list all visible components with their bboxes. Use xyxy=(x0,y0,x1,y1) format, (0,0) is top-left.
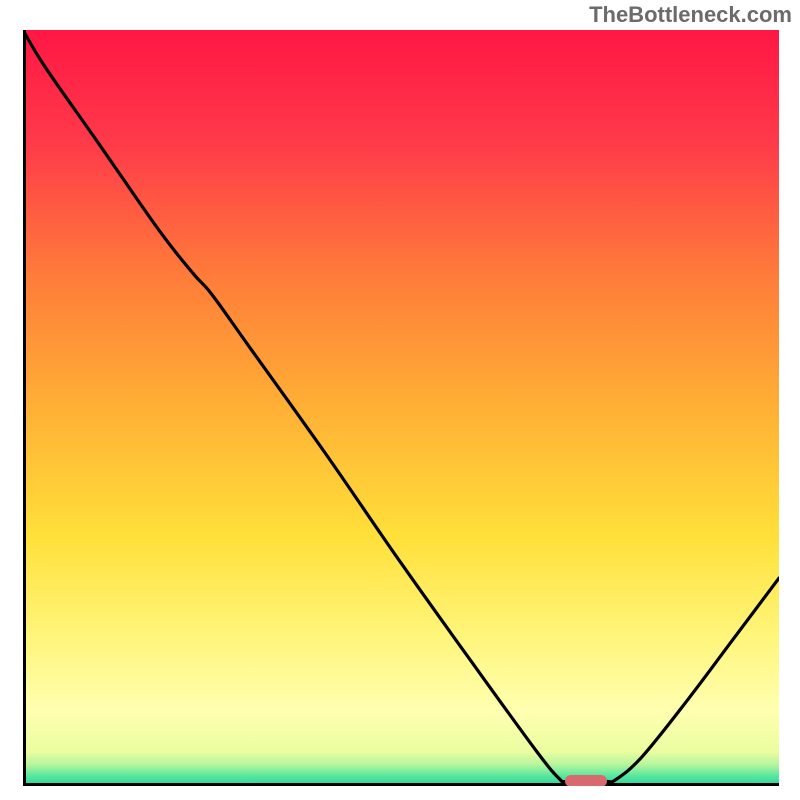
watermark-text: TheBottleneck.com xyxy=(589,2,792,28)
curve-line xyxy=(23,30,779,786)
chart-container: TheBottleneck.com xyxy=(0,0,800,800)
y-axis-line xyxy=(23,30,26,786)
plot-area xyxy=(23,30,779,786)
x-axis-line xyxy=(23,783,779,786)
optimal-marker xyxy=(565,775,607,786)
